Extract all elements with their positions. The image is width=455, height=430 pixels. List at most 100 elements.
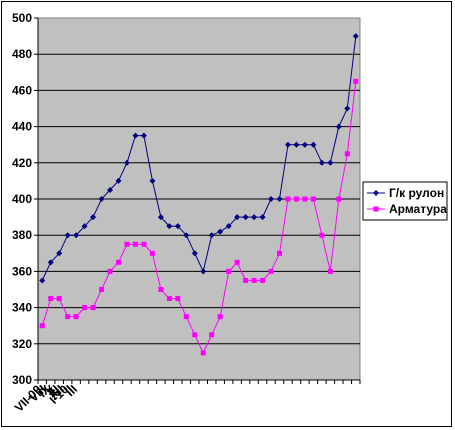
data-point bbox=[65, 314, 71, 320]
series-layer bbox=[39, 33, 359, 356]
data-point bbox=[82, 305, 88, 311]
y-tick-label: 420 bbox=[12, 156, 32, 170]
data-point bbox=[191, 250, 198, 257]
data-point bbox=[284, 141, 291, 148]
series-2 bbox=[39, 78, 359, 356]
data-point bbox=[99, 287, 105, 292]
data-point bbox=[107, 268, 113, 274]
data-point bbox=[48, 296, 54, 302]
data-point bbox=[251, 277, 257, 283]
data-point bbox=[234, 259, 240, 265]
data-point bbox=[234, 214, 241, 221]
y-tick-label: 360 bbox=[12, 264, 32, 278]
data-point bbox=[217, 314, 223, 320]
data-point bbox=[166, 223, 173, 230]
data-point bbox=[39, 323, 45, 329]
data-point bbox=[225, 223, 232, 230]
data-point bbox=[242, 214, 249, 221]
data-point bbox=[302, 196, 308, 202]
legend-item-2: Арматура bbox=[367, 202, 447, 216]
data-point bbox=[123, 159, 130, 166]
data-point bbox=[141, 241, 147, 247]
data-point bbox=[335, 123, 342, 130]
data-point bbox=[209, 332, 215, 338]
data-point bbox=[132, 241, 138, 247]
data-point bbox=[47, 259, 54, 266]
data-point bbox=[259, 214, 266, 221]
data-point bbox=[251, 214, 258, 221]
data-point bbox=[310, 141, 317, 148]
y-tick-label: 320 bbox=[12, 337, 32, 351]
data-point bbox=[217, 228, 224, 235]
data-point bbox=[158, 287, 164, 292]
y-tick-label: 500 bbox=[12, 11, 32, 25]
data-point bbox=[98, 196, 105, 202]
y-tick-label: 480 bbox=[12, 47, 32, 61]
legend-marker bbox=[373, 206, 379, 212]
data-point bbox=[183, 314, 189, 320]
data-point bbox=[174, 223, 181, 230]
data-point bbox=[81, 223, 88, 230]
data-point bbox=[73, 314, 79, 320]
y-tick-label: 340 bbox=[12, 301, 32, 315]
data-point bbox=[293, 141, 300, 148]
data-point bbox=[353, 78, 359, 84]
data-point bbox=[140, 132, 147, 139]
y-tick-label: 460 bbox=[12, 83, 32, 97]
data-point bbox=[318, 159, 325, 166]
data-point bbox=[192, 332, 198, 338]
data-point bbox=[115, 177, 122, 184]
y-tick-label: 300 bbox=[12, 373, 32, 387]
data-point bbox=[327, 268, 333, 274]
data-point bbox=[166, 296, 172, 302]
data-point bbox=[73, 232, 80, 239]
data-point bbox=[124, 241, 130, 247]
legend-marker bbox=[373, 190, 379, 196]
data-point bbox=[56, 250, 63, 257]
data-point bbox=[344, 105, 351, 112]
data-point bbox=[200, 268, 207, 275]
data-point bbox=[268, 268, 274, 274]
legend-item-1: Г/к рулон bbox=[367, 186, 444, 200]
data-point bbox=[226, 268, 232, 274]
data-point bbox=[149, 250, 155, 256]
data-point bbox=[90, 214, 97, 221]
data-point bbox=[276, 196, 283, 202]
data-point bbox=[293, 196, 299, 202]
y-tick-label: 380 bbox=[12, 228, 32, 242]
data-point bbox=[208, 232, 215, 239]
data-point bbox=[336, 196, 342, 202]
legend-box bbox=[362, 181, 448, 221]
data-point bbox=[157, 214, 164, 221]
data-point bbox=[64, 232, 71, 239]
y-tick-label: 400 bbox=[12, 192, 32, 206]
data-point bbox=[116, 259, 121, 265]
data-point bbox=[183, 232, 190, 239]
data-point bbox=[149, 177, 156, 184]
data-point bbox=[132, 132, 139, 139]
data-point bbox=[352, 33, 359, 40]
data-point bbox=[175, 296, 181, 302]
data-point bbox=[107, 186, 114, 193]
data-point bbox=[39, 277, 46, 284]
data-point bbox=[200, 350, 206, 356]
y-axis: 300 320 340 360 380 400 420 440 460 480 500 bbox=[12, 11, 39, 387]
data-point bbox=[327, 159, 334, 166]
data-point bbox=[260, 277, 266, 283]
data-point bbox=[90, 305, 96, 311]
legend-label: Арматура bbox=[389, 202, 447, 216]
series-1 bbox=[39, 33, 359, 284]
data-point bbox=[277, 250, 282, 256]
data-point bbox=[285, 196, 291, 202]
data-point bbox=[344, 151, 350, 157]
data-point bbox=[319, 232, 325, 238]
legend-label: Г/к рулон bbox=[389, 186, 444, 200]
data-point bbox=[301, 141, 308, 148]
data-point bbox=[268, 196, 275, 202]
data-point bbox=[243, 277, 249, 283]
data-point bbox=[310, 196, 316, 202]
legend: Г/к рулон Арматура bbox=[362, 181, 448, 221]
data-point bbox=[56, 296, 62, 302]
